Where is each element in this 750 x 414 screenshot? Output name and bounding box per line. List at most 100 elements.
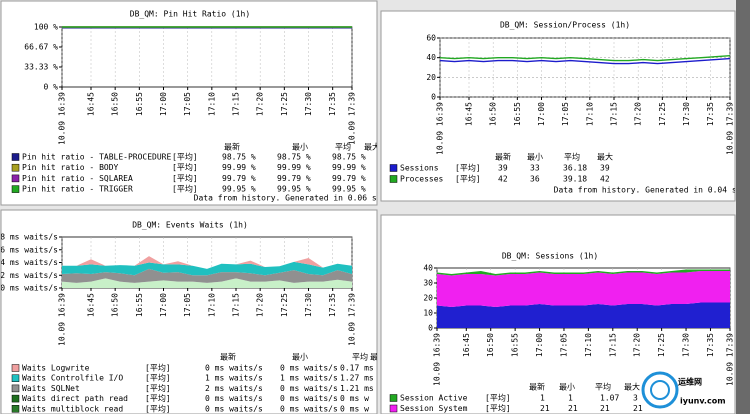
y-tick-label: 60 — [426, 34, 436, 43]
legend-stat: 99.79 % — [277, 174, 311, 183]
legend-aggregate: [平均] — [172, 152, 198, 162]
x-tick-label: 17:30 — [682, 102, 691, 126]
x-tick-label: 10.09 17:39 — [348, 92, 357, 145]
x-tick-label: 17:15 — [232, 293, 241, 317]
y-tick-label: 100 % — [34, 23, 58, 32]
legend-name: Session Active — [400, 394, 468, 403]
legend-header: 最新 — [495, 152, 511, 162]
legend-swatch — [389, 175, 398, 183]
x-tick-label: 16:50 — [489, 102, 498, 126]
legend-swatch — [389, 404, 398, 413]
x-tick-label: 17:10 — [207, 293, 216, 317]
y-tick-label: 20 — [426, 73, 436, 82]
y-tick-label: 0 — [428, 324, 433, 333]
legend-stat: 3 — [633, 394, 638, 403]
x-tick-label: 17:05 — [561, 102, 570, 126]
legend-stat: 99.79 % — [332, 174, 366, 183]
x-tick-label: 17:05 — [183, 92, 192, 116]
legend-stat: 21 — [633, 404, 643, 413]
legend-name: Waits direct path read — [22, 394, 128, 403]
y-tick-label: 40 — [423, 264, 433, 273]
legend-aggregate: [平均] — [172, 173, 198, 183]
legend-aggregate: [平均] — [455, 163, 481, 173]
chart-panel: DB_QM: Sessions (1h) 0 10 20 30 40 10.09 16:39… — [389, 252, 735, 413]
series-area — [62, 256, 352, 269]
legend-stat: 36 — [530, 175, 540, 184]
legend-name: Processes — [400, 175, 444, 184]
x-tick-label: 16:45 — [462, 333, 471, 357]
x-tick-label: 17:35 — [706, 102, 715, 126]
x-tick-label: 17:35 — [706, 333, 715, 357]
legend-name: Sessions — [400, 164, 439, 173]
watermark: 运维网 iyunv.com — [641, 371, 726, 409]
x-tick-label: 17:15 — [610, 102, 619, 126]
y-tick-label: 10 — [423, 309, 433, 318]
legend-stat: 1.07 — [600, 394, 619, 403]
x-tick-label: 16:55 — [511, 333, 520, 357]
legend-stat: 0 ms waits/s — [280, 404, 338, 413]
legend-header: 最大 — [364, 142, 380, 152]
x-tick-label: 10.09 16:39 — [58, 293, 67, 346]
series-area — [62, 261, 352, 276]
legend-stat: 99.95 % — [277, 185, 311, 194]
legend-name: Pin hit ratio - TABLE-PROCEDURE — [22, 153, 171, 162]
x-tick-label: 17:20 — [256, 92, 265, 116]
x-tick-label: 17:00 — [537, 102, 546, 126]
legend-aggregate: [平均] — [145, 363, 171, 373]
legend-stat: 33 — [530, 164, 540, 173]
legend-header: 最大 — [597, 152, 613, 162]
legend-stat: 42 — [498, 175, 508, 184]
legend-name: Pin hit ratio - TRIGGER — [22, 185, 133, 194]
legend-header: 平均 — [595, 382, 611, 392]
logo-ring — [641, 371, 679, 409]
legend-stat: 0 ms w — [340, 404, 369, 413]
legend-header: 最大 — [370, 352, 386, 362]
x-tick-label: 17:15 — [608, 333, 617, 357]
y-tick-label: 0 % — [44, 83, 59, 92]
legend-aggregate: [平均] — [145, 393, 171, 403]
legend-stat: 98.75 % — [222, 153, 256, 162]
legend-swatch — [11, 374, 20, 382]
chart-panel: DB_QM: Pin Hit Ratio (1h) 0 % 33.33 % 66.67… — [11, 10, 380, 203]
legend-stat: 99.99 % — [332, 163, 366, 172]
chart-panel: DB_QM: Events Waits (1h)0 ms waits/s2 ms… — [1, 221, 386, 414]
legend-header: 最小 — [559, 383, 575, 392]
x-tick-label: 17:35 — [328, 293, 337, 317]
logo-brand: 运维网 — [678, 377, 702, 387]
legend-aggregate: [平均] — [455, 174, 481, 184]
x-tick-label: 17:10 — [584, 333, 593, 357]
legend-header: 最小 — [527, 153, 543, 162]
legend-swatch — [11, 163, 20, 172]
legend-stat: 1 — [568, 394, 573, 403]
legend-name: Waits SQLNet — [22, 384, 80, 393]
legend-header: 最小 — [292, 143, 308, 152]
y-tick-label: 33.33 % — [24, 63, 58, 72]
y-tick-label: 66.67 % — [24, 42, 58, 51]
x-tick-label: 17:25 — [280, 293, 289, 317]
legend-stat: 39 — [498, 164, 508, 173]
legend-stat: 36.18 — [563, 164, 587, 173]
legend-header: 最新 — [224, 142, 240, 152]
legend-stat: 98.75 % — [277, 153, 311, 162]
chart-panel: DB_QM: Session/Process (1h) 0 20 40 60 10.09 … — [389, 21, 747, 195]
chart-title: DB_QM: Sessions (1h) — [502, 252, 598, 261]
scrollbar-strip — [736, 0, 750, 414]
footer: Data from history. Generated in 0.04 sec — [554, 186, 747, 195]
legend-stat: 0 ms waits/s — [280, 394, 338, 403]
legend-name: Pin hit ratio - SQLAREA — [22, 174, 133, 183]
x-tick-label: 16:55 — [513, 102, 522, 126]
legend-header: 最小 — [292, 353, 308, 362]
legend-stat: 39.18 — [563, 175, 587, 184]
legend-stat: 21 — [600, 404, 610, 413]
chart-title: DB_QM: Pin Hit Ratio (1h) — [130, 10, 250, 19]
x-tick-label: 16:45 — [465, 102, 474, 126]
legend-aggregate: [平均] — [145, 383, 171, 393]
x-tick-label: 17:25 — [657, 333, 666, 357]
legend-stat: 99.95 % — [332, 185, 366, 194]
x-tick-label: 16:45 — [87, 293, 96, 317]
legend-stat: 0.17 ms — [340, 364, 374, 373]
legend-stat: 99.99 % — [222, 163, 256, 172]
series-area — [62, 268, 352, 283]
legend-name: Waits multiblock read — [22, 404, 123, 413]
